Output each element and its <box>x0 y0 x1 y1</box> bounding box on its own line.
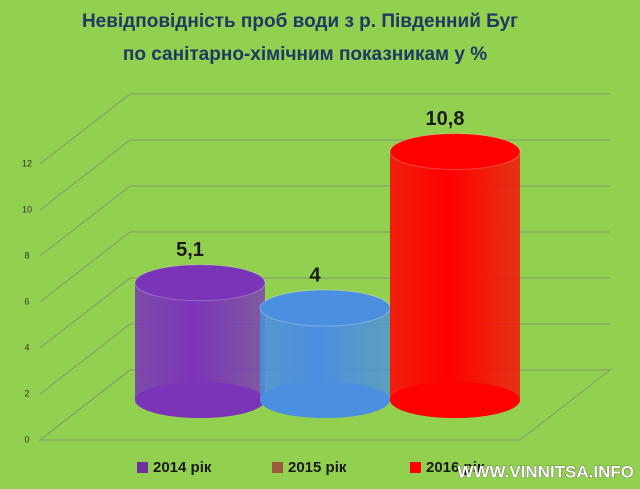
y-tick-label: 4 <box>24 342 29 352</box>
legend-swatch <box>137 462 148 473</box>
legend-swatch <box>410 462 421 473</box>
grid-line <box>39 323 131 395</box>
cylinder-top <box>389 133 521 171</box>
grid-line <box>39 93 131 165</box>
y-tick-label: 2 <box>24 388 29 398</box>
cylinder-base <box>260 382 390 418</box>
y-tick-label: 0 <box>24 434 29 444</box>
bar <box>390 151 520 400</box>
cylinder-top <box>134 264 266 302</box>
grid-line <box>39 277 131 349</box>
y-tick-label: 6 <box>24 296 29 306</box>
legend-label: 2015 рік <box>288 459 347 476</box>
value-label: 5,1 <box>176 239 204 261</box>
bar <box>135 282 265 400</box>
legend-label: 2016 рік <box>426 459 485 476</box>
legend-label: 2014 рік <box>153 459 212 476</box>
cylinder-base <box>390 382 520 418</box>
legend-swatch <box>272 462 283 473</box>
watermark: WWW.VINNITSA.INFO <box>457 462 634 481</box>
grid-line <box>39 139 131 211</box>
grid-line <box>39 369 131 441</box>
grid-line <box>39 231 131 303</box>
y-tick-label: 8 <box>24 250 29 260</box>
cylinder-base <box>135 382 265 418</box>
value-label: 4 <box>309 264 321 286</box>
y-tick-label: 10 <box>22 204 32 214</box>
chart-title: Невідповідність проб води з р. Південний… <box>82 11 518 32</box>
chart-title: по санітарно-хімічним показникам у % <box>123 44 487 65</box>
value-label: 10,8 <box>426 108 465 130</box>
y-tick-label: 12 <box>22 158 32 168</box>
cylinder-top <box>259 289 391 327</box>
grid-line <box>39 185 131 257</box>
